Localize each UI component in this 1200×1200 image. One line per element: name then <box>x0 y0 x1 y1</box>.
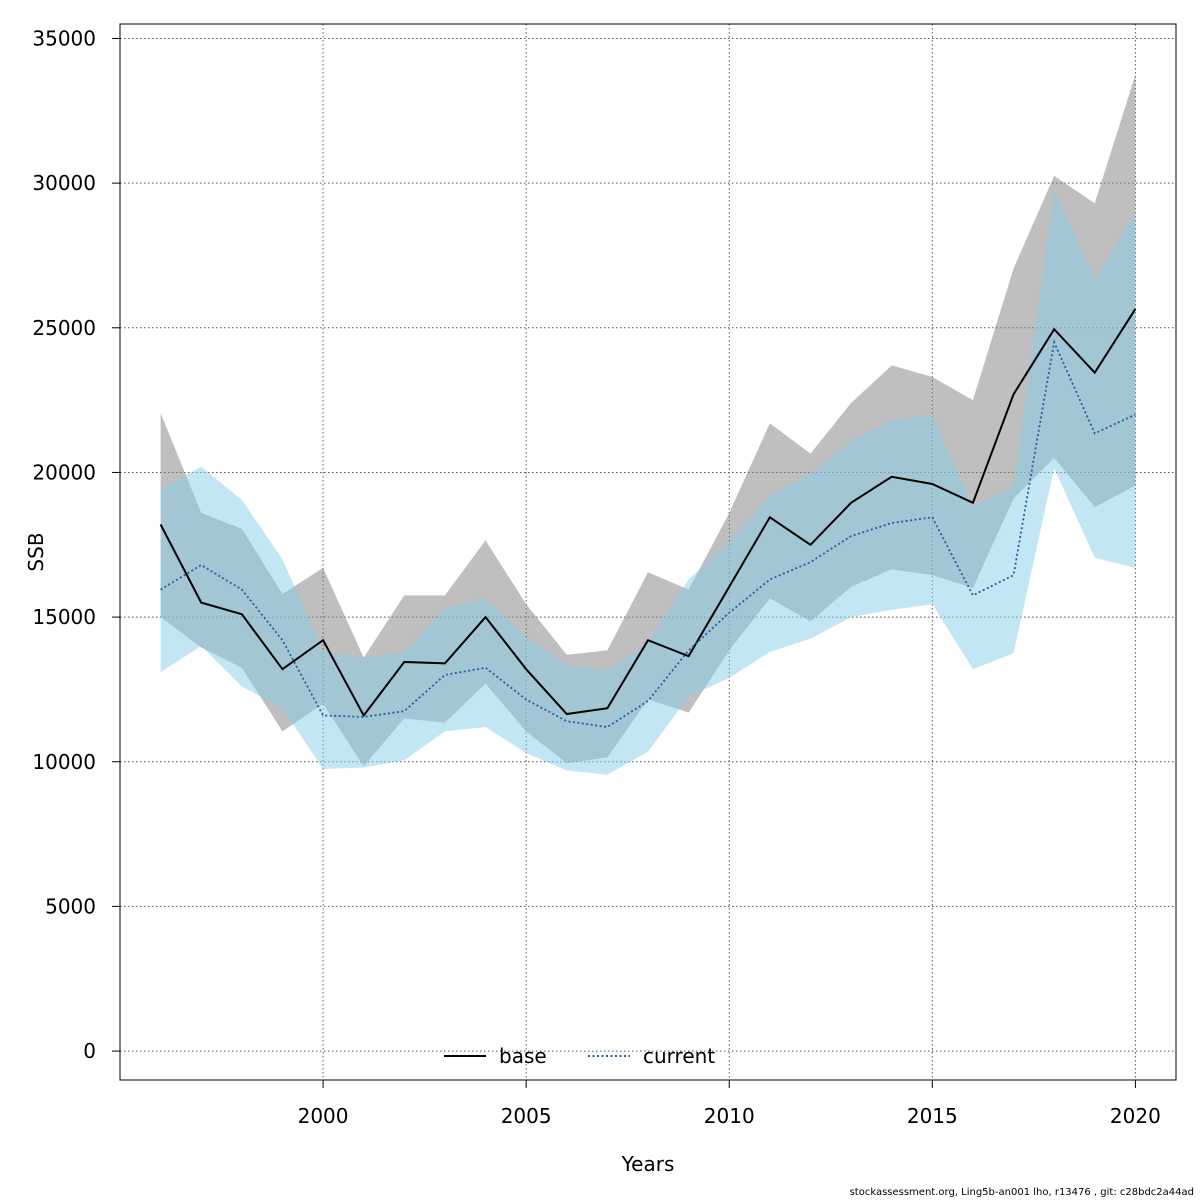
y-tick-label: 5000 <box>45 894 96 918</box>
y-axis-title: SSB <box>24 532 48 571</box>
confidence-band-current <box>160 190 1136 775</box>
x-axis-title: Years <box>621 1152 675 1176</box>
x-axis: 2000 2005 2010 2015 2020 <box>298 1080 1161 1128</box>
confidence-band-base <box>160 74 1136 767</box>
y-tick-label: 25000 <box>32 316 96 340</box>
y-tick-label: 20000 <box>32 460 96 484</box>
x-tick-label: 2015 <box>907 1104 958 1128</box>
series-lines <box>159 308 1137 728</box>
footer-credit: stockassessment.org, Ling5b-an001 lho, r… <box>849 1187 1194 1198</box>
y-tick-label: 10000 <box>32 750 96 774</box>
legend: base current <box>444 1044 715 1068</box>
legend-label-current: current <box>643 1044 715 1068</box>
plot-frame <box>119 23 1177 1081</box>
x-tick-label: 2020 <box>1110 1104 1161 1128</box>
series-line-base <box>159 308 1137 718</box>
y-tick-label: 0 <box>83 1039 96 1063</box>
y-tick-label: 15000 <box>32 605 96 629</box>
x-tick-label: 2000 <box>298 1104 349 1128</box>
y-tick-label: 30000 <box>32 171 96 195</box>
y-tick-label: 35000 <box>32 26 96 50</box>
confidence-bands <box>160 74 1136 775</box>
legend-label-base: base <box>499 1044 547 1068</box>
x-tick-label: 2010 <box>704 1104 755 1128</box>
x-tick-label: 2005 <box>501 1104 552 1128</box>
y-axis: 0 5000 10000 15000 20000 25000 30000 35000 <box>32 26 120 1063</box>
